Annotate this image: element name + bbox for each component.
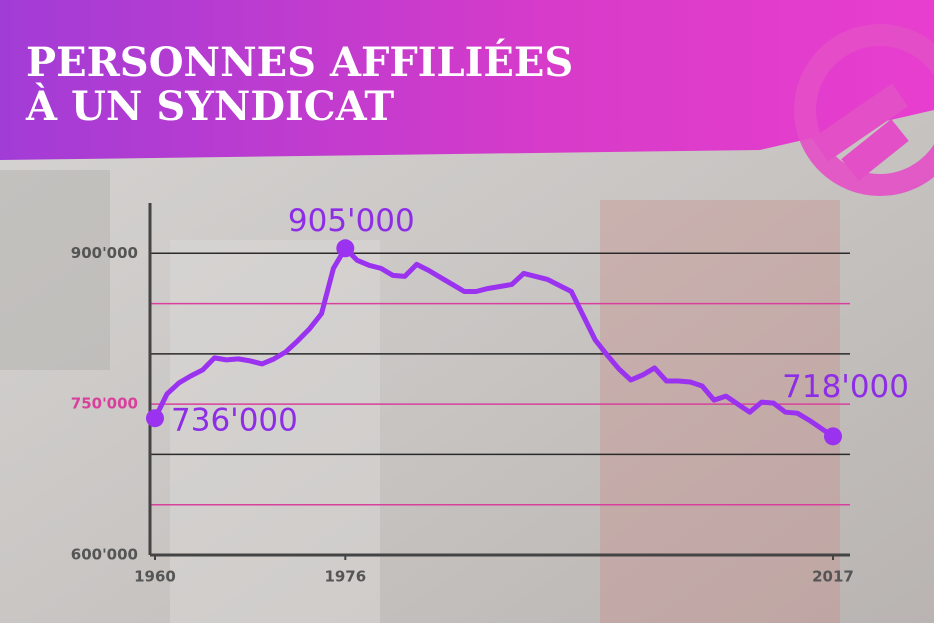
value-label: 905'000 xyxy=(288,203,415,239)
value-label: 736'000 xyxy=(171,403,298,439)
y-tick-label: 600'000 xyxy=(71,546,138,564)
y-tick-label: 900'000 xyxy=(71,244,138,262)
point xyxy=(146,409,164,428)
line xyxy=(152,245,835,439)
x-tick-label: 2017 xyxy=(812,568,854,586)
logo xyxy=(794,24,934,196)
photo-shape xyxy=(0,170,110,370)
x-tick-label: 1976 xyxy=(324,568,366,586)
point xyxy=(824,427,842,446)
title-band xyxy=(0,0,934,160)
y-tick-label: 750'000 xyxy=(71,395,138,413)
chart-title: PERSONNES AFFILIÉES xyxy=(26,39,573,86)
chart-title: À UN SYNDICAT xyxy=(25,83,394,130)
point xyxy=(336,239,355,258)
value-label: 718'000 xyxy=(782,369,909,405)
photo-shape xyxy=(600,200,840,623)
x-tick-label: 1960 xyxy=(134,568,176,586)
